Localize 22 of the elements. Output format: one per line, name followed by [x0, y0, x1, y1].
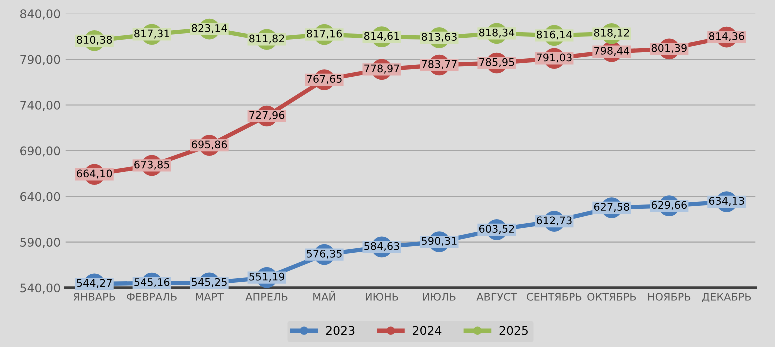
y-tick-label: 640,00	[20, 192, 60, 202]
x-tick-label: ОКТЯБРЬ	[588, 293, 636, 301]
y-tick-label: 740,00	[20, 100, 60, 112]
y-tick-label: 590,00	[20, 238, 60, 248]
x-tick-label: ФЕВРАЛЬ	[127, 293, 177, 301]
x-tick-label: МАРТ	[196, 293, 224, 301]
x-tick-label: ДЕКАБРЬ	[702, 293, 752, 302]
x-tick-label: НОЯБРЬ	[648, 293, 691, 301]
x-tick-label: ИЮНЬ	[366, 293, 398, 301]
x-tick-label: АПРЕЛЬ	[246, 293, 288, 301]
y-tick-label: 790,00	[20, 55, 60, 66]
legend-label: 2024	[413, 326, 442, 336]
legend-label: 2023	[326, 326, 355, 336]
x-tick-label: МАЙ	[314, 291, 336, 301]
y-tick-label: 840,00	[20, 10, 60, 20]
legend-label: 2025	[500, 326, 528, 336]
x-tick-label: АВГУСТ	[476, 293, 518, 301]
y-tick-label: 690,00	[20, 146, 60, 157]
y-tick-label: 540,00	[20, 284, 60, 294]
x-tick-label: ИЮЛЬ	[424, 293, 456, 301]
x-tick-label: СЕНТЯБРЬ	[527, 293, 582, 301]
x-tick-label: ЯНВАРЬ	[74, 293, 116, 301]
